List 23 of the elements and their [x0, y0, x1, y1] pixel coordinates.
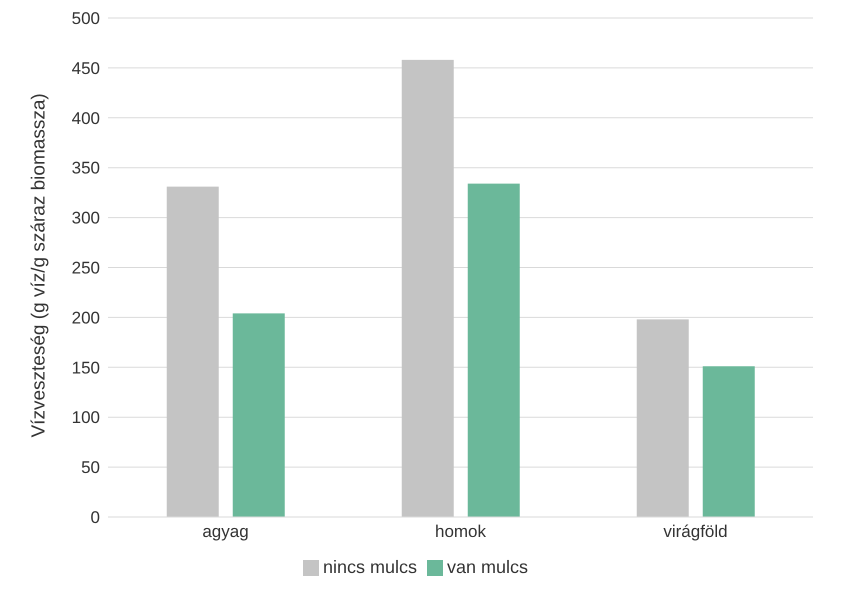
y-tick-label: 150 [72, 358, 100, 378]
y-tick-label: 50 [81, 458, 100, 478]
y-tick-label: 0 [90, 508, 100, 528]
y-tick-label: 250 [72, 258, 100, 278]
legend-label: van mulcs [447, 557, 528, 577]
bar [636, 319, 689, 517]
bar [702, 366, 755, 517]
x-tick-label: virágföld [663, 522, 728, 542]
y-tick-label: 400 [72, 108, 100, 128]
bar [232, 313, 285, 517]
legend-label: nincs mulcs [322, 557, 417, 577]
y-tick-label: 450 [72, 58, 100, 78]
bar [402, 60, 454, 517]
y-tick-label: 500 [72, 9, 100, 28]
bar [468, 184, 520, 517]
y-tick-label: 300 [72, 208, 100, 228]
y-tick-label: 350 [72, 158, 100, 178]
bar [166, 186, 219, 517]
y-axis-title: Vízveszteség (g víz/g száraz biomassza) [28, 93, 50, 438]
x-tick-label: homok [434, 522, 487, 542]
y-tick-label: 200 [72, 308, 100, 328]
y-tick-label: 100 [72, 408, 100, 428]
x-tick-label: agyag [202, 522, 249, 542]
